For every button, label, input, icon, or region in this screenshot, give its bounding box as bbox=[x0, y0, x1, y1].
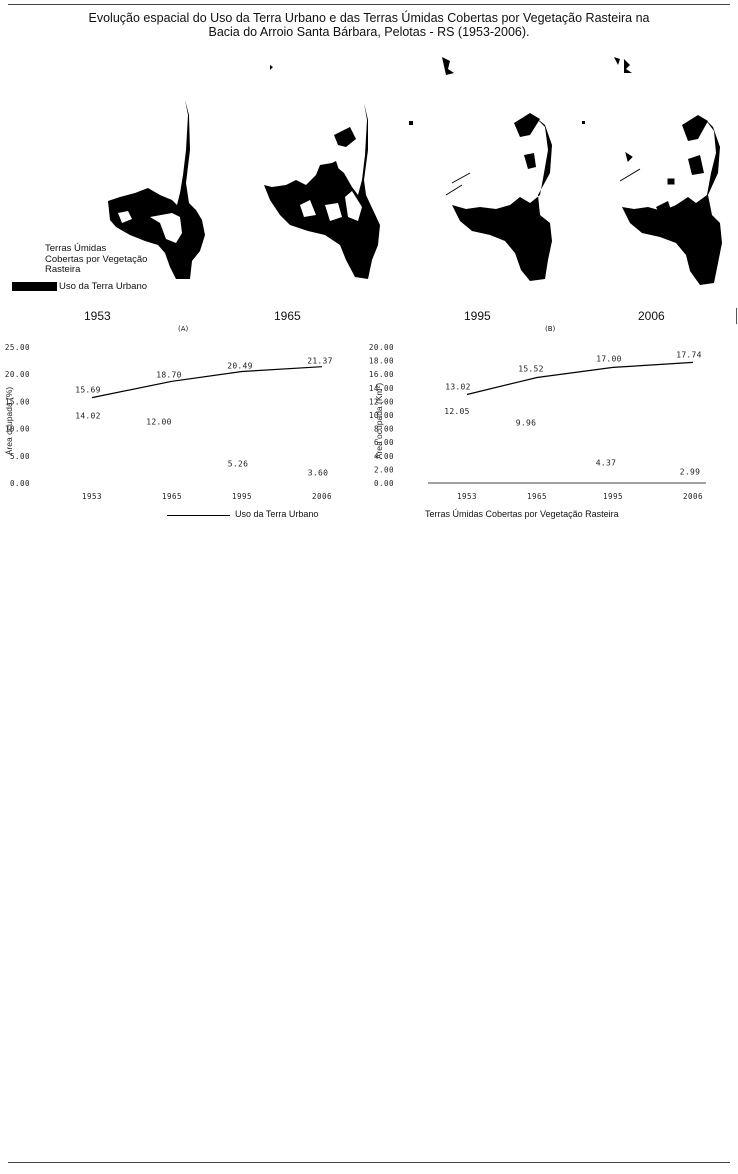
title-line-1: Evolução espacial do Uso da Terra Urbano… bbox=[88, 11, 650, 25]
map-1965 bbox=[264, 103, 380, 279]
legend-wetlands-line2: Cobertas por Vegetação bbox=[45, 253, 148, 265]
legend-urban-label: Uso da Terra Urbano bbox=[59, 281, 148, 292]
map-year-1995: 1995 bbox=[464, 309, 491, 323]
y-tick-label: 20.00 bbox=[369, 343, 394, 352]
charts-area: 0.00 5.00 10.00 15.00 20.00 25.00 Área ocupada… bbox=[4, 343, 706, 501]
y-tick-label: 5.00 bbox=[10, 452, 30, 461]
panel-label-b: (B) bbox=[545, 325, 556, 333]
data-label-wetlands: 2.99 bbox=[680, 468, 700, 477]
x-tick-label: 1995 bbox=[232, 492, 252, 501]
x-tick-label: 2006 bbox=[312, 492, 332, 501]
bottom-rule bbox=[8, 1162, 730, 1163]
figure-title: Evolução espacial do Uso da Terra Urbano… bbox=[0, 11, 738, 39]
data-label-urban: 17.74 bbox=[676, 350, 702, 359]
title-line-2: Bacia do Arroio Santa Bárbara, Pelotas -… bbox=[208, 25, 530, 39]
y-tick-label: 15.00 bbox=[5, 397, 30, 406]
footer-urban-label: Uso da Terra Urbano bbox=[235, 509, 319, 519]
data-label-wetlands: 12.00 bbox=[146, 418, 172, 427]
map-panels bbox=[108, 57, 722, 285]
y-tick-label: 18.00 bbox=[369, 357, 394, 366]
series-line-urban bbox=[91, 366, 323, 399]
data-label-wetlands: 9.96 bbox=[516, 418, 536, 427]
map-1953 bbox=[108, 65, 273, 279]
y-tick-label: 14.00 bbox=[369, 384, 394, 393]
data-label-urban: 17.00 bbox=[596, 354, 622, 363]
y-tick-label: 6.00 bbox=[374, 438, 394, 447]
map-year-1953: 1953 bbox=[84, 309, 111, 323]
map-1995 bbox=[409, 57, 585, 281]
series-line-urban bbox=[466, 361, 694, 396]
x-tick-label: 1953 bbox=[82, 492, 102, 501]
footer-wetlands-label: Terras Úmidas Cobertas por Vegetação Ras… bbox=[425, 509, 619, 519]
panel-label-a: (A) bbox=[178, 325, 189, 333]
top-rule bbox=[8, 4, 730, 5]
footer-urban-line bbox=[167, 515, 230, 516]
side-mark bbox=[736, 308, 737, 324]
y-tick-label: 4.00 bbox=[374, 452, 394, 461]
y-tick-label: 10.00 bbox=[5, 425, 30, 434]
data-label-wetlands: 14.02 bbox=[75, 412, 101, 421]
y-tick-label: 16.00 bbox=[369, 370, 394, 379]
y-tick-label: 20.00 bbox=[5, 370, 30, 379]
data-label-wetlands: 3.60 bbox=[308, 468, 328, 477]
data-label-wetlands: 4.37 bbox=[596, 458, 616, 467]
legend-wetlands-line3: Rasteira bbox=[45, 264, 81, 275]
y-tick-label: 12.00 bbox=[369, 397, 394, 406]
x-tick-label: 1965 bbox=[527, 492, 547, 501]
y-tick-label: 0.00 bbox=[374, 479, 394, 488]
x-tick-label: 1965 bbox=[162, 492, 182, 501]
data-label-wetlands: 5.26 bbox=[228, 459, 248, 468]
legend-urban-swatch bbox=[12, 282, 57, 291]
data-label-urban: 21.37 bbox=[307, 357, 333, 366]
data-label-urban: 13.02 bbox=[445, 382, 471, 391]
y-axis-label: Área ocupada (%) bbox=[4, 387, 14, 456]
data-label-wetlands: 12.05 bbox=[444, 407, 470, 416]
y-tick-label: 8.00 bbox=[374, 425, 394, 434]
x-tick-label: 1995 bbox=[603, 492, 623, 501]
y-tick-label: 25.00 bbox=[5, 343, 30, 352]
x-tick-label: 1953 bbox=[457, 492, 477, 501]
legend-wetlands: Terras Úmidas Cobertas por Vegetação Ras… bbox=[45, 243, 148, 276]
y-tick-label: 10.00 bbox=[369, 411, 394, 420]
y-tick-label: 0.00 bbox=[10, 479, 30, 488]
legend-wetlands-line1: Terras Úmidas bbox=[45, 243, 107, 254]
data-label-urban: 20.49 bbox=[227, 362, 253, 371]
map-2006 bbox=[614, 57, 722, 285]
x-tick-label: 2006 bbox=[683, 492, 703, 501]
data-label-urban: 18.70 bbox=[156, 370, 182, 379]
data-label-urban: 15.69 bbox=[75, 386, 101, 395]
y-tick-label: 2.00 bbox=[374, 465, 394, 474]
map-year-1965: 1965 bbox=[274, 309, 301, 323]
map-year-2006: 2006 bbox=[638, 309, 665, 323]
y-axis-label: Área ocupada (Km²) bbox=[374, 383, 384, 460]
data-label-urban: 15.52 bbox=[518, 364, 544, 373]
